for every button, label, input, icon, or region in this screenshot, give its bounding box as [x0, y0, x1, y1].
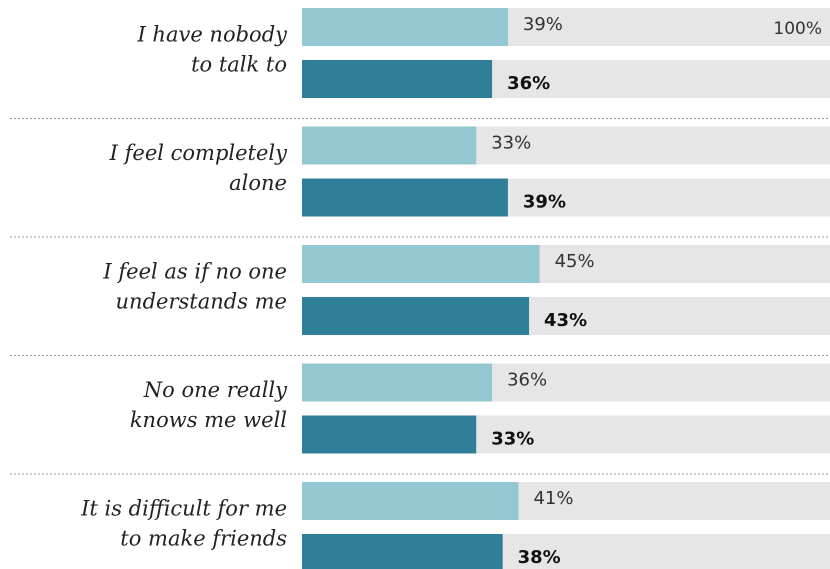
- category-label: knows me well: [130, 408, 287, 432]
- category-label: It is difficult for me: [80, 497, 287, 521]
- value-label: 38%: [518, 547, 561, 568]
- bar: [302, 245, 540, 283]
- bar: [302, 8, 508, 46]
- bar: [302, 126, 477, 165]
- value-label: 45%: [555, 251, 595, 272]
- value-label: 39%: [523, 14, 563, 35]
- category-label: I have nobody: [136, 23, 288, 47]
- value-label: 39%: [523, 192, 566, 213]
- category-label: I feel as if no one: [102, 260, 287, 284]
- category-label: No one really: [143, 378, 288, 402]
- bar: [302, 482, 519, 520]
- x-tick-label: 100%: [773, 19, 822, 39]
- category-label: understands me: [116, 290, 287, 314]
- value-label: 33%: [491, 429, 534, 450]
- bar: [302, 297, 530, 335]
- value-label: 41%: [533, 488, 573, 509]
- bar: [302, 363, 493, 402]
- bar: [302, 534, 503, 569]
- value-label: 36%: [507, 73, 550, 94]
- bar: [302, 60, 493, 98]
- value-label: 33%: [491, 133, 531, 154]
- category-label: to talk to: [191, 53, 287, 77]
- category-label: to make friends: [120, 527, 287, 551]
- bar: [302, 415, 477, 454]
- value-label: 43%: [544, 310, 587, 331]
- value-label: 36%: [507, 370, 547, 391]
- category-label: alone: [229, 171, 287, 195]
- bar: [302, 178, 508, 217]
- category-label: I feel completely: [109, 141, 288, 165]
